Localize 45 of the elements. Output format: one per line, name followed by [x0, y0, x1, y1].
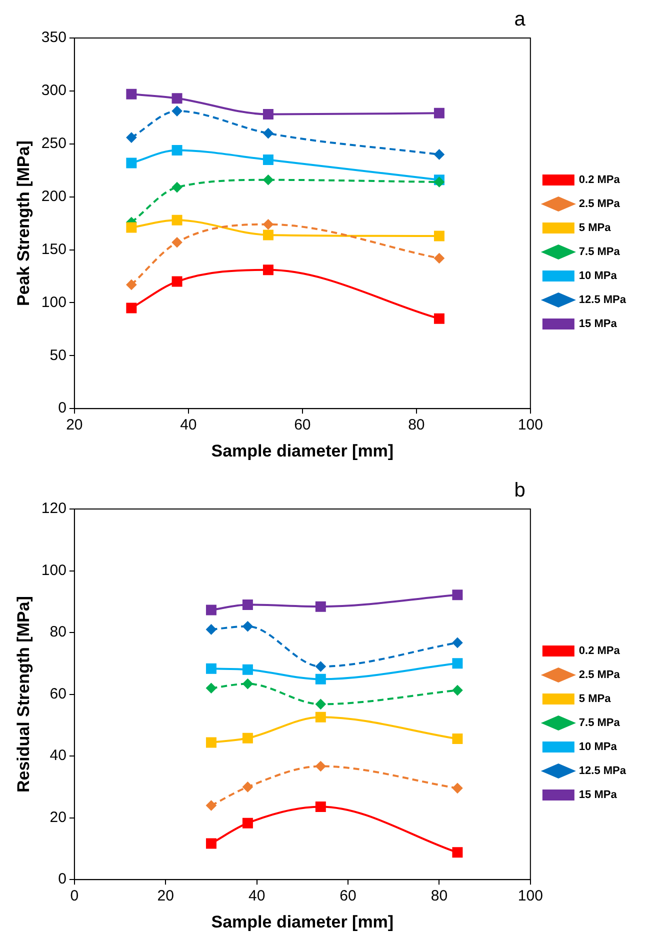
y-tick-label: 120 [41, 500, 66, 518]
legend-label: 0.2 MPa [578, 645, 621, 658]
legend-label: 7.5 MPa [578, 717, 621, 730]
legend-label: 0.2 MPa [578, 174, 621, 186]
legend-label: 5 MPa [578, 222, 612, 234]
x-tick-label: 40 [180, 416, 197, 434]
y-tick-label: 250 [41, 135, 66, 152]
y-axis-title: Peak Strength [MPa] [14, 140, 33, 306]
y-tick-label: 80 [50, 624, 66, 641]
y-tick-label: 20 [50, 808, 66, 826]
y-tick-label: 0 [58, 870, 66, 888]
y-axis-title: Residual Strength [MPa] [14, 596, 33, 793]
y-tick-label: 300 [41, 82, 66, 100]
x-tick-label: 60 [294, 416, 311, 434]
legend-label: 2.5 MPa [578, 198, 621, 210]
legend-label: 10 MPa [578, 741, 618, 754]
x-axis-title: Sample diameter [mm] [211, 912, 394, 932]
chart-title: b [514, 480, 526, 502]
legend-label: 5 MPa [578, 693, 612, 706]
legend-label: 12.5 MPa [578, 294, 627, 306]
y-tick-label: 40 [50, 747, 66, 764]
y-tick-label: 150 [41, 240, 66, 258]
x-tick-label: 0 [70, 888, 79, 905]
legend-label: 2.5 MPa [578, 669, 621, 682]
x-tick-label: 80 [430, 888, 448, 905]
x-axis-title: Sample diameter [mm] [211, 441, 394, 460]
y-tick-label: 100 [41, 562, 66, 579]
x-tick-label: 20 [157, 888, 174, 905]
y-tick-label: 100 [41, 294, 66, 311]
y-tick-label: 60 [50, 685, 66, 702]
y-tick-label: 50 [50, 346, 66, 364]
y-tick-label: 200 [41, 188, 66, 205]
x-tick-label: 40 [248, 888, 266, 905]
x-tick-label: 100 [518, 888, 543, 905]
legend-label: 10 MPa [578, 270, 618, 282]
y-tick-label: 0 [58, 400, 66, 417]
y-tick-label: 350 [41, 29, 66, 46]
x-tick-label: 100 [518, 416, 543, 434]
legend-label: 15 MPa [578, 789, 618, 802]
x-tick-label: 80 [408, 416, 425, 434]
legend-label: 15 MPa [578, 318, 618, 330]
legend-label: 7.5 MPa [578, 246, 621, 258]
legend-label: 12.5 MPa [578, 765, 627, 778]
x-tick-label: 60 [340, 888, 356, 905]
chart-title: a [514, 8, 526, 31]
